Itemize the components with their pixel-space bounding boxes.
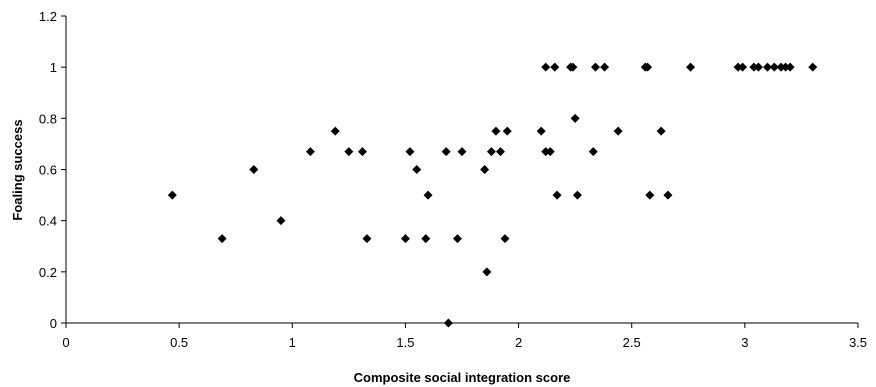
data-point	[572, 190, 582, 200]
data-points	[167, 62, 818, 328]
data-point	[808, 62, 818, 72]
data-point	[733, 62, 743, 72]
data-point	[785, 62, 795, 72]
data-point	[405, 147, 415, 157]
axis-ticks: 0 0.5 1 1.5 2 2.5 3 3.5 0 0.2 0.4 0.6 0.8 1 1.2	[39, 9, 867, 350]
data-point	[570, 113, 580, 123]
data-point	[491, 126, 501, 136]
y-tick-label: 1	[50, 60, 57, 75]
y-tick-label: 0.8	[39, 111, 57, 126]
x-tick-label: 2.5	[623, 335, 641, 350]
data-point	[457, 147, 467, 157]
data-point	[480, 165, 490, 174]
y-tick-label: 0.6	[39, 163, 57, 178]
data-point	[749, 62, 759, 72]
data-point	[482, 267, 492, 277]
data-point	[536, 126, 546, 136]
data-point	[412, 165, 422, 174]
x-tick-label: 2	[515, 335, 522, 350]
data-point	[645, 190, 655, 200]
x-tick-label: 3.5	[849, 335, 867, 350]
data-point	[423, 190, 433, 200]
data-point	[344, 147, 354, 157]
data-point	[568, 62, 578, 72]
data-point	[362, 234, 372, 244]
data-point	[452, 234, 462, 244]
data-point	[600, 62, 610, 72]
data-point	[443, 318, 453, 328]
data-point	[357, 147, 367, 157]
data-point	[421, 234, 431, 244]
x-axis-title: Composite social integration score	[354, 370, 571, 385]
data-point	[552, 190, 562, 200]
data-point	[541, 147, 551, 157]
data-point	[441, 147, 451, 157]
data-point	[500, 234, 510, 244]
data-point	[400, 234, 410, 244]
data-point	[781, 62, 791, 72]
data-point	[486, 147, 496, 157]
data-point	[776, 62, 786, 72]
y-axis-title: Foaling success	[10, 119, 25, 220]
x-tick-label: 1	[289, 335, 296, 350]
data-point	[545, 147, 555, 157]
y-tick-label: 0	[50, 316, 57, 331]
data-point	[643, 62, 653, 72]
y-tick-label: 1.2	[39, 9, 57, 24]
data-point	[613, 126, 623, 136]
data-point	[663, 190, 673, 200]
data-point	[495, 147, 505, 157]
y-tick-label: 0.4	[39, 214, 57, 229]
plot-area	[65, 16, 858, 324]
x-tick-label: 3	[741, 335, 748, 350]
y-tick-label: 0.2	[39, 265, 57, 280]
data-point	[753, 62, 763, 72]
data-point	[276, 216, 286, 226]
data-point	[330, 126, 340, 136]
x-tick-label: 0.5	[170, 335, 188, 350]
data-point	[541, 62, 551, 72]
data-point	[550, 62, 560, 72]
data-point	[656, 126, 666, 136]
data-point	[167, 190, 177, 200]
data-point	[769, 62, 779, 72]
data-point	[588, 147, 598, 157]
x-tick-label: 1.5	[396, 335, 414, 350]
data-point	[591, 62, 601, 72]
data-point	[686, 62, 696, 72]
data-point	[305, 147, 315, 157]
data-point	[762, 62, 772, 72]
data-point	[217, 234, 227, 244]
data-point	[502, 126, 512, 136]
data-point	[249, 165, 259, 174]
x-tick-label: 0	[62, 335, 69, 350]
data-point	[738, 62, 748, 72]
